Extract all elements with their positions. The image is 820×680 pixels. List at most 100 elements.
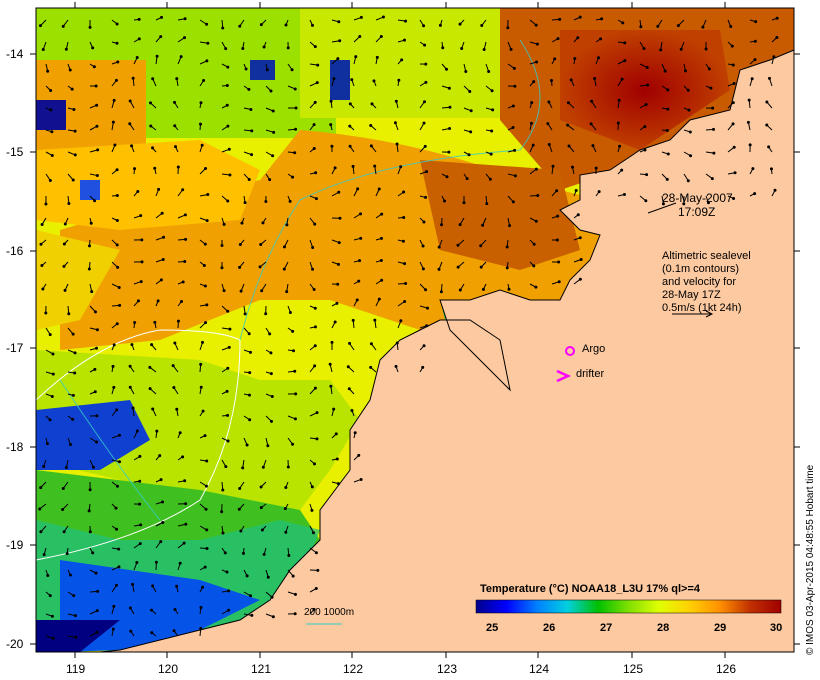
velocity-arrow-head bbox=[173, 124, 177, 128]
velocity-arrow-head bbox=[313, 386, 317, 390]
velocity-arrow-head bbox=[133, 167, 137, 171]
velocity-arrow-head bbox=[266, 575, 270, 579]
velocity-arrow-head bbox=[272, 130, 276, 134]
velocity-arrow-head bbox=[312, 288, 316, 292]
velocity-arrow-head bbox=[348, 144, 352, 148]
velocity-arrow-head bbox=[248, 350, 252, 354]
velocity-arrow-head bbox=[261, 465, 265, 469]
velocity-arrow-head bbox=[546, 122, 550, 126]
velocity-arrow-head bbox=[161, 257, 165, 261]
colorbar-tick-29: 29 bbox=[714, 622, 727, 634]
velocity-arrow-head bbox=[507, 287, 511, 291]
velocity-arrow-head bbox=[262, 45, 266, 49]
velocity-arrow-head bbox=[754, 20, 758, 24]
velocity-arrow-head bbox=[151, 77, 155, 81]
velocity-arrow-head bbox=[203, 242, 207, 246]
velocity-arrow-head bbox=[639, 25, 643, 29]
velocity-arrow-head bbox=[505, 266, 509, 270]
velocity-arrow-head bbox=[205, 22, 209, 26]
velocity-arrow-head bbox=[310, 508, 314, 512]
velocity-arrow-head bbox=[687, 108, 691, 112]
velocity-arrow-head bbox=[115, 527, 119, 531]
velocity-arrow-head bbox=[115, 322, 119, 326]
velocity-arrow-head bbox=[750, 77, 754, 81]
velocity-arrow-head bbox=[402, 190, 406, 194]
velocity-arrow-head bbox=[248, 371, 252, 375]
velocity-arrow-head bbox=[468, 90, 472, 94]
velocity-arrow-head bbox=[422, 220, 426, 224]
velocity-arrow-head bbox=[228, 173, 232, 177]
velocity-arrow-head bbox=[269, 372, 273, 376]
velocity-arrow-head bbox=[553, 57, 557, 61]
velocity-arrow-head bbox=[91, 46, 95, 50]
velocity-arrow-head bbox=[481, 223, 485, 227]
velocity-arrow-head bbox=[61, 24, 65, 28]
velocity-arrow-head bbox=[576, 36, 580, 40]
velocity-arrow-head bbox=[202, 263, 206, 267]
velocity-arrow-head bbox=[111, 120, 115, 124]
lat-label-16: -16 bbox=[6, 244, 24, 258]
velocity-arrow-head bbox=[369, 124, 373, 128]
velocity-arrow-head bbox=[128, 364, 132, 368]
velocity-arrow-head bbox=[93, 390, 97, 394]
velocity-arrow-head bbox=[589, 122, 593, 126]
velocity-arrow-head bbox=[249, 107, 253, 111]
velocity-arrow-head bbox=[137, 37, 141, 41]
velocity-arrow-head bbox=[238, 265, 242, 269]
velocity-arrow-head bbox=[709, 86, 713, 90]
argo-marker bbox=[565, 346, 575, 356]
velocity-arrow-head bbox=[731, 63, 735, 67]
velocity-arrow-head bbox=[241, 46, 245, 50]
velocity-arrow-head bbox=[404, 281, 408, 285]
velocity-arrow-head bbox=[116, 265, 120, 269]
velocity-arrow-head bbox=[566, 101, 570, 105]
velocity-arrow-head bbox=[481, 287, 485, 291]
velocity-arrow-head bbox=[238, 242, 242, 246]
velocity-arrow-head bbox=[704, 47, 708, 51]
velocity-arrow-head bbox=[115, 484, 119, 488]
velocity-arrow-head bbox=[443, 199, 447, 203]
velocity-arrow-head bbox=[220, 244, 224, 248]
velocity-arrow-head bbox=[181, 188, 185, 192]
velocity-arrow-head bbox=[150, 608, 154, 612]
velocity-arrow-head bbox=[175, 407, 179, 411]
velocity-arrow-head bbox=[266, 444, 270, 448]
velocity-arrow-head bbox=[40, 263, 44, 267]
velocity-arrow-head bbox=[41, 287, 45, 291]
velocity-arrow-head bbox=[312, 462, 316, 466]
velocity-arrow-head bbox=[536, 194, 540, 198]
velocity-arrow-head bbox=[42, 465, 46, 469]
velocity-arrow-head bbox=[269, 419, 273, 423]
velocity-arrow-head bbox=[227, 147, 231, 151]
velocity-arrow-head bbox=[373, 164, 377, 168]
velocity-arrow-head bbox=[158, 454, 162, 458]
velocity-arrow-head bbox=[71, 417, 75, 421]
velocity-arrow-head bbox=[262, 552, 266, 556]
velocity-arrow-head bbox=[247, 178, 251, 182]
velocity-arrow-head bbox=[332, 77, 336, 81]
velocity-arrow-head bbox=[513, 84, 517, 88]
velocity-arrow-head bbox=[440, 223, 444, 227]
velocity-arrow-head bbox=[350, 408, 354, 412]
velocity-arrow-head bbox=[259, 242, 263, 246]
velocity-arrow-head bbox=[355, 298, 359, 302]
velocity-arrow-head bbox=[199, 385, 203, 389]
velocity-arrow-head bbox=[682, 202, 686, 206]
velocity-arrow-head bbox=[310, 23, 314, 27]
velocity-arrow-head bbox=[597, 56, 601, 60]
velocity-arrow-head bbox=[95, 103, 99, 107]
velocity-arrow-head bbox=[511, 200, 515, 204]
velocity-arrow-head bbox=[88, 244, 92, 248]
velocity-arrow-head bbox=[622, 193, 626, 197]
lat-label-15: -15 bbox=[6, 145, 24, 159]
velocity-arrow-head bbox=[395, 341, 399, 345]
velocity-arrow-head bbox=[50, 153, 54, 157]
velocity-arrow-head bbox=[460, 47, 464, 51]
velocity-arrow-head bbox=[128, 385, 132, 389]
velocity-arrow-head bbox=[184, 502, 188, 506]
velocity-arrow-head bbox=[556, 37, 560, 41]
colorbar-tick-25: 25 bbox=[486, 622, 499, 634]
velocity-arrow-head bbox=[114, 506, 118, 510]
velocity-arrow-head bbox=[199, 101, 203, 105]
velocity-arrow-head bbox=[312, 607, 316, 611]
